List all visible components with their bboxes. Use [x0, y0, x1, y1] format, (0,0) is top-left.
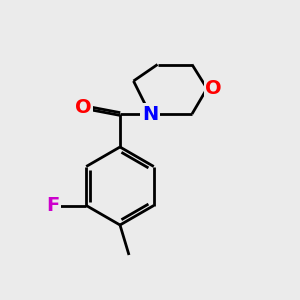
- Text: O: O: [205, 79, 222, 98]
- Text: F: F: [46, 196, 60, 215]
- Text: O: O: [75, 98, 92, 117]
- Text: N: N: [142, 104, 158, 124]
